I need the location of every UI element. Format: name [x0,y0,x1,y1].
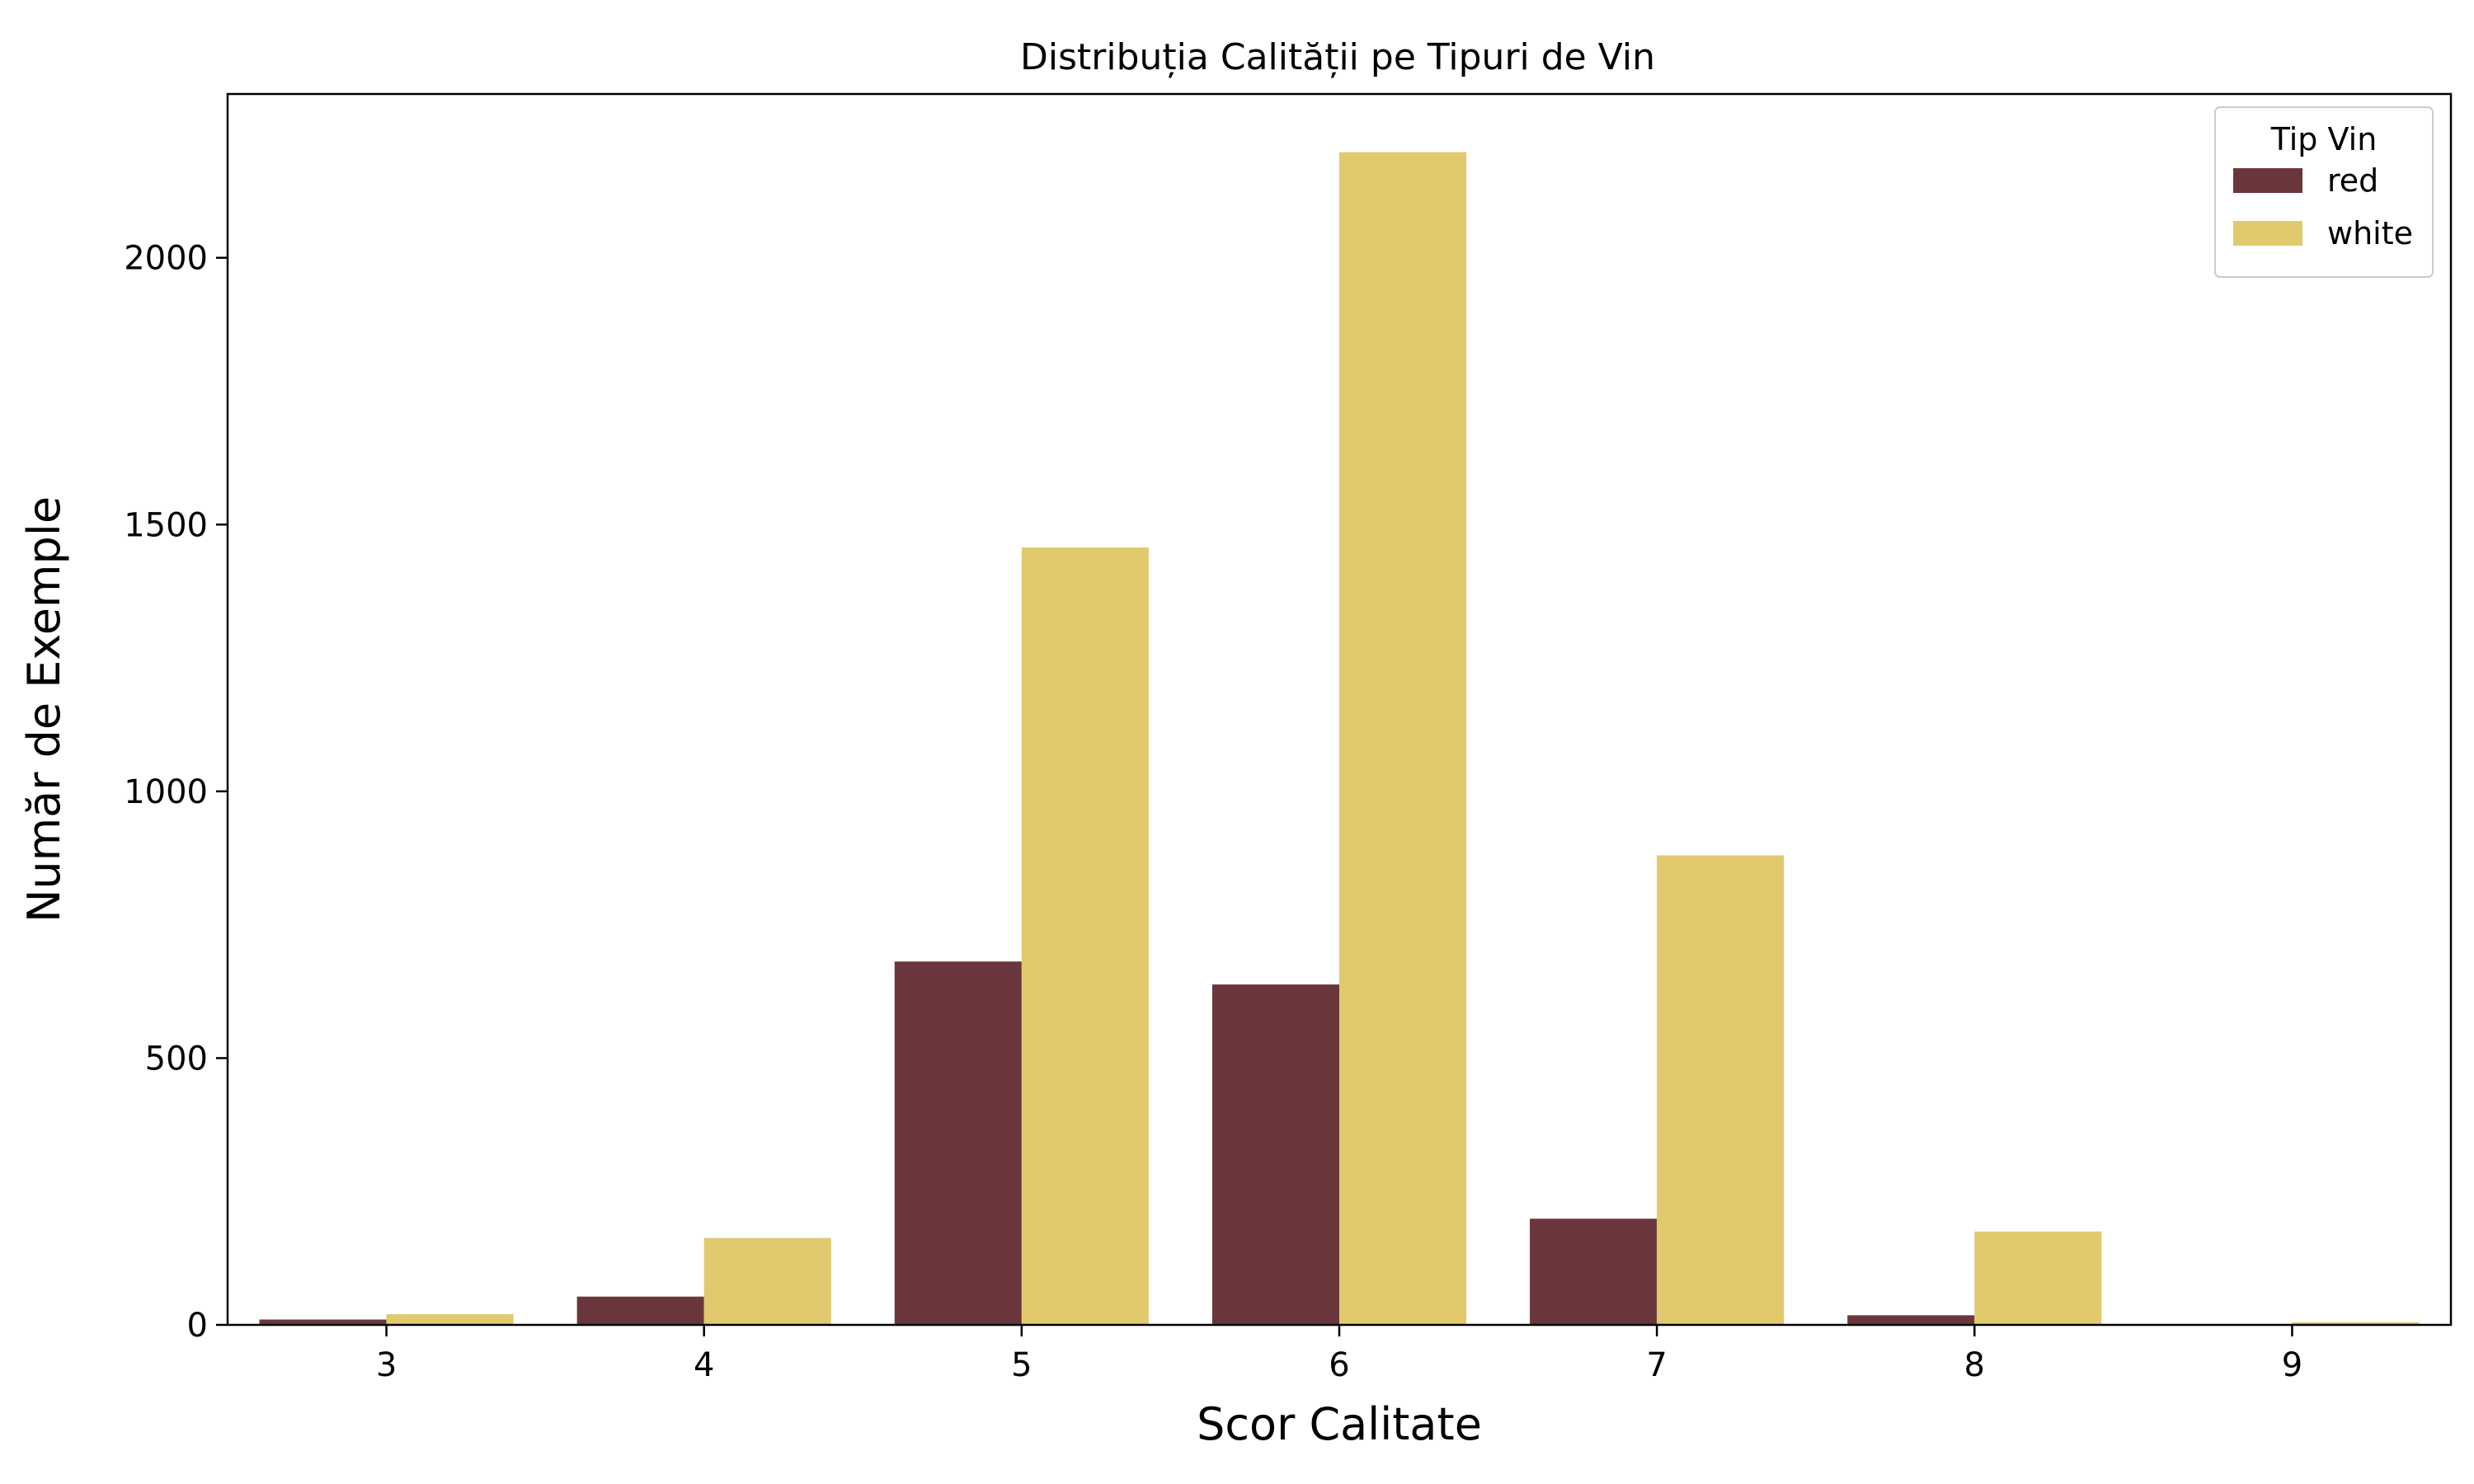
y-axis: 0 500 1000 1500 2000 [124,240,228,1345]
y-tick-label: 0 [187,1307,208,1345]
chart-title: Distribuția Calității pe Tipuri de Vin [1020,36,1655,78]
legend: Tip Vin red white [2214,106,2434,278]
bar-red-4 [576,1296,704,1325]
bar-white-6 [1339,152,1467,1325]
y-tick-label: 1000 [124,773,208,811]
bar-white-7 [1657,855,1785,1325]
y-tick-label: 1500 [124,506,208,544]
x-tick-label: 6 [1329,1346,1349,1384]
x-tick-label: 7 [1646,1346,1667,1384]
legend-title: Tip Vin [2270,121,2378,157]
bar-white-4 [703,1237,831,1325]
legend-label-white: white [2327,215,2413,251]
bars-group [259,152,2420,1325]
y-axis-label: Număr de Exemple [18,496,70,923]
x-axis: 3 4 5 6 7 8 9 [376,1325,2302,1384]
legend-swatch-red [2233,168,2302,193]
bar-white-3 [386,1314,514,1325]
bar-white-8 [1974,1231,2102,1325]
legend-swatch-white [2233,221,2302,246]
bar-red-8 [1847,1315,1975,1325]
bar-red-7 [1530,1219,1658,1325]
bar-white-5 [1021,547,1149,1325]
bar-white-9 [2292,1322,2420,1325]
y-tick-label: 500 [145,1040,208,1078]
legend-label-red: red [2327,162,2378,199]
x-tick-label: 8 [1964,1346,1985,1384]
x-tick-label: 4 [694,1346,714,1384]
x-tick-label: 9 [2282,1346,2302,1384]
plot-frame [226,92,2453,1327]
x-tick-label: 5 [1011,1346,1032,1384]
x-tick-label: 3 [376,1346,397,1384]
x-axis-label: Scor Calitate [1197,1398,1482,1450]
bar-red-3 [259,1319,387,1325]
bar-red-6 [1211,984,1339,1325]
y-tick-label: 2000 [124,240,208,278]
bar-red-5 [894,961,1022,1325]
